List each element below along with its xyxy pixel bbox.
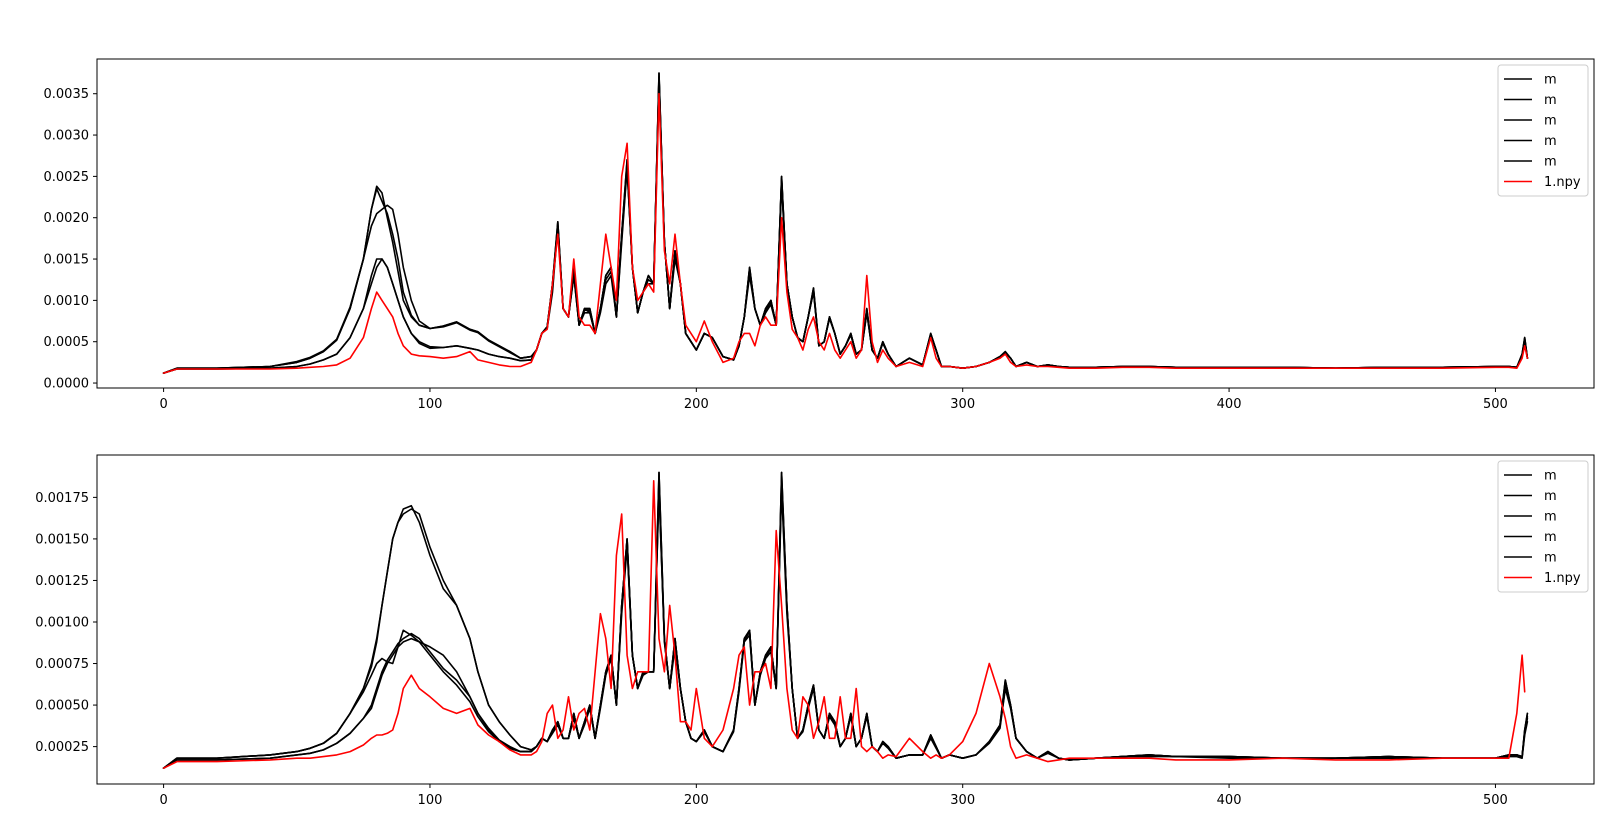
x-tick-label: 200 — [684, 793, 709, 808]
legend-label: m — [1544, 469, 1557, 484]
series-line-m-5 — [162, 479, 1529, 770]
y-tick-label: 0.0025 — [44, 170, 90, 185]
y-tick-label: 0.00125 — [35, 574, 89, 589]
legend-label: m — [1544, 93, 1557, 108]
series-line-1-npy — [162, 479, 1526, 770]
y-tick-label: 0.00100 — [35, 615, 89, 630]
x-tick-label: 300 — [950, 793, 975, 808]
y-tick-label: 0.00075 — [35, 657, 89, 672]
y-tick-label: 0.00050 — [35, 699, 89, 714]
x-tick-label: 500 — [1483, 793, 1508, 808]
x-tick-label: 200 — [684, 397, 709, 412]
y-tick-label: 0.0020 — [44, 211, 90, 226]
legend-box — [1497, 460, 1589, 593]
legend-box — [1497, 64, 1589, 197]
legend-label: m — [1544, 551, 1557, 566]
x-tick-label: 400 — [1217, 793, 1242, 808]
x-tick-label: 0 — [159, 397, 167, 412]
y-tick-label: 0.00175 — [35, 491, 89, 506]
x-tick-label: 300 — [950, 397, 975, 412]
legend-label: m — [1544, 134, 1557, 149]
legend-label: 1.npy — [1544, 571, 1581, 586]
legend-label: 1.npy — [1544, 175, 1581, 190]
legend-label: m — [1544, 530, 1557, 545]
y-tick-label: 0.0035 — [44, 87, 90, 102]
legend-label: m — [1544, 489, 1557, 504]
legend-label: m — [1544, 114, 1557, 129]
series-line-m-5 — [162, 76, 1529, 374]
y-tick-label: 0.0030 — [44, 129, 90, 144]
bottom-subplot: 0 100 200 300 400 500 0.00025 0.00050 0.00075 0.0… — [35, 454, 1595, 808]
top-subplot: 0 100 200 300 400 500 0.0000 0.0005 0.0010 0.0015… — [44, 58, 1595, 412]
y-tick-label: 0.00025 — [35, 740, 89, 755]
legend-label: m — [1544, 510, 1557, 525]
series-group — [162, 471, 1529, 770]
series-line-1-npy — [162, 92, 1529, 374]
legend-label: m — [1544, 73, 1557, 88]
legend-label: m — [1544, 155, 1557, 170]
x-tick-label: 100 — [418, 793, 443, 808]
series-group — [162, 72, 1529, 374]
y-tick-label: 0.0010 — [44, 294, 90, 309]
x-tick-label: 100 — [418, 397, 443, 412]
y-tick-label: 0.0000 — [44, 377, 90, 392]
axes-frame — [96, 58, 1595, 389]
x-tick-label: 500 — [1483, 397, 1508, 412]
y-tick-label: 0.0005 — [44, 335, 90, 350]
x-tick-label: 0 — [159, 793, 167, 808]
y-tick-label: 0.0015 — [44, 253, 90, 268]
y-tick-label: 0.00150 — [35, 532, 89, 547]
axes-frame — [96, 454, 1595, 785]
x-tick-label: 400 — [1217, 397, 1242, 412]
